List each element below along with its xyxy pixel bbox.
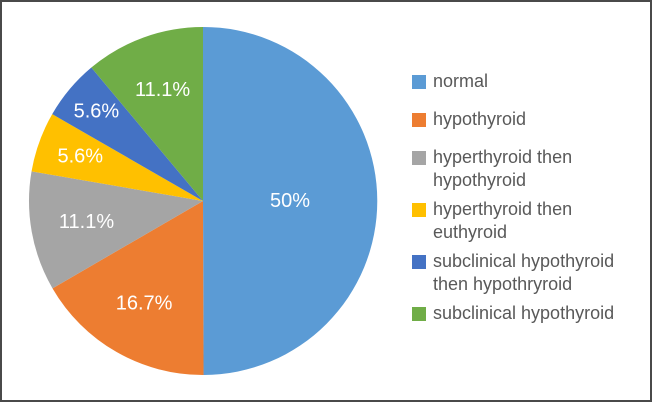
legend-swatch-icon bbox=[412, 203, 426, 217]
legend-label: hyperthyroid then euthyroid bbox=[433, 199, 573, 242]
legend-swatch-icon bbox=[412, 113, 426, 127]
pie-slice-data-label: 16.7% bbox=[116, 293, 173, 315]
pie-slice-data-label: 5.6% bbox=[74, 101, 120, 123]
pie-slice-data-label: 5.6% bbox=[58, 146, 104, 168]
legend-swatch-icon bbox=[412, 75, 426, 89]
legend-item-hypothyroid: hypothyroid bbox=[412, 108, 640, 131]
legend-item-hyperthyroid-then-euthyroid: hyperthyroid then euthyroid bbox=[412, 198, 640, 244]
legend-item-normal: normal bbox=[412, 70, 640, 93]
legend-label: subclinical hypothyroid bbox=[433, 303, 615, 323]
legend-swatch-icon bbox=[412, 307, 426, 321]
legend-item-subclinical-hypothyroid-then-hypothyroid: subclinical hypothyroid then hypothryroi… bbox=[412, 250, 640, 296]
pie-slice-data-label: 11.1% bbox=[135, 79, 190, 101]
legend-label: subclinical hypothyroid then hypothryroi… bbox=[433, 251, 615, 294]
pie-slice-4 bbox=[52, 67, 203, 201]
pie-slice-data-label: 50% bbox=[270, 190, 310, 212]
legend-item-subclinical-hypothyroid: subclinical hypothyroid bbox=[412, 302, 640, 325]
legend-label: normal bbox=[433, 71, 489, 91]
pie-slice-5 bbox=[91, 27, 203, 201]
legend-label: hypothyroid bbox=[433, 109, 527, 129]
pie-slice-2 bbox=[28, 171, 204, 289]
legend-swatch-icon bbox=[412, 255, 426, 269]
legend-item-hyperthyroid-then-hypothyroid: hyperthyroid then hypothyroid bbox=[412, 146, 640, 192]
pie-chart: 50% 16.7% 11.1% 5.6% 5.6% 11.1% bbox=[28, 26, 378, 376]
chart-legend: normal hypothyroid hyperthyroid then hyp… bbox=[412, 70, 640, 340]
legend-swatch-icon bbox=[412, 151, 426, 165]
legend-label: hyperthyroid then hypothyroid bbox=[433, 147, 573, 190]
pie-slice-1 bbox=[52, 201, 204, 376]
pie-slice-data-label: 11.1% bbox=[59, 211, 114, 233]
pie-slice-3 bbox=[31, 114, 203, 201]
pie-slice-0 bbox=[203, 26, 378, 375]
